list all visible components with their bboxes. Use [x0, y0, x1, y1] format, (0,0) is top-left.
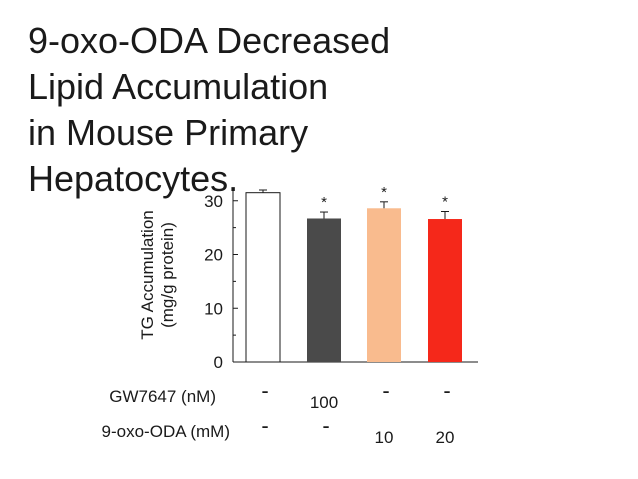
chart-labels: TG Accumulation(mg/g protein) * * * GW7647 (… — [102, 184, 455, 447]
y-tick-label: 0 — [214, 353, 223, 372]
bar — [245, 192, 281, 363]
condition-value: - — [322, 413, 329, 438]
slide-title: 9-oxo-ODA Decreased Lipid Accumulation i… — [28, 18, 390, 202]
condition-value: 10 — [375, 428, 394, 447]
significance-marker: * — [321, 194, 327, 211]
significance-marker: * — [381, 184, 387, 201]
condition-value: - — [443, 378, 450, 403]
y-axis-label-line: (mg/g protein) — [158, 222, 177, 328]
condition-value: - — [261, 378, 268, 403]
y-axis-label-line: TG Accumulation — [138, 210, 157, 339]
chart-bars — [245, 189, 462, 363]
significance-marker: * — [442, 194, 448, 211]
title-line: in Mouse Primary — [28, 112, 309, 153]
condition-value: 20 — [436, 428, 455, 447]
condition-row-label: 9-oxo-ODA (mM) — [102, 422, 230, 441]
y-axis-label: TG Accumulation(mg/g protein) — [138, 210, 177, 339]
bar — [367, 208, 401, 362]
title-line: 9-oxo-ODA Decreased — [28, 20, 391, 61]
bar — [307, 218, 341, 362]
y-tick-label: 30 — [204, 192, 223, 211]
condition-value: 100 — [310, 393, 338, 412]
title-line: Hepatocytes. — [28, 158, 239, 199]
condition-row-label: GW7647 (nM) — [109, 387, 216, 406]
title-line: Lipid Accumulation — [28, 66, 329, 107]
condition-value: - — [382, 378, 389, 403]
y-tick-label: 10 — [204, 299, 223, 318]
bar — [428, 219, 462, 362]
y-tick-label: 20 — [204, 246, 223, 265]
condition-value: - — [261, 413, 268, 438]
